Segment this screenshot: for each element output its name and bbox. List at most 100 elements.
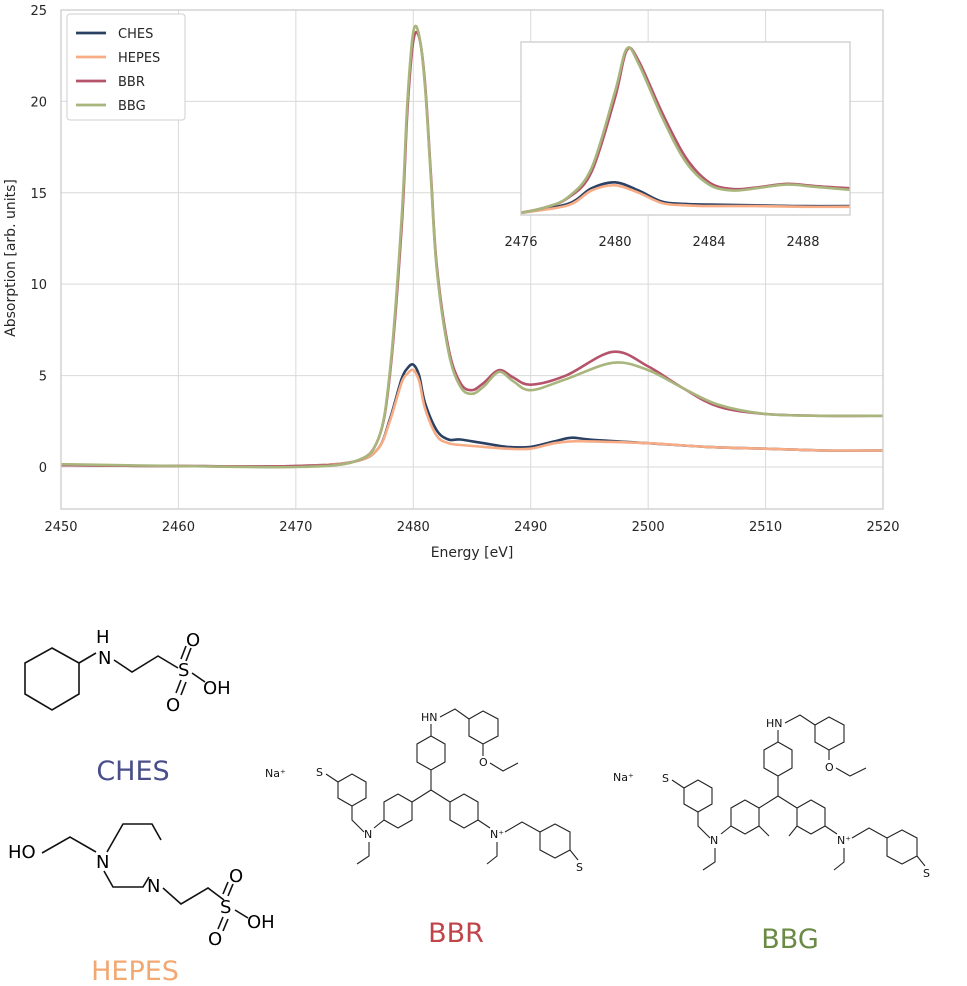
hepes-chain — [41, 836, 97, 854]
bbg-ring-ether — [814, 716, 845, 751]
inset-plot-area — [521, 42, 850, 215]
hepes-bond — [222, 918, 229, 932]
y-tick-label: 15 — [30, 187, 47, 202]
inset-x-tick-label: 2488 — [786, 235, 819, 250]
ches-chain — [113, 655, 179, 673]
x-tick-label: 2480 — [397, 520, 430, 535]
bbg-ring-top — [763, 741, 793, 777]
bbg-bond — [916, 855, 926, 867]
inset-series-line-bbg — [520, 46, 851, 215]
hepes-atom-s: S — [220, 897, 231, 918]
ches-bond — [191, 672, 206, 683]
bbg-structure: Na⁺ HN O N S N⁺ S BBG — [613, 714, 930, 955]
ches-atom-h: H — [96, 627, 110, 648]
bbr-bond — [373, 819, 385, 829]
bbg-benzyl-right — [851, 827, 888, 839]
x-tick-label: 2490 — [514, 520, 547, 535]
bbr-atom-hn: HN — [421, 711, 438, 724]
bbr-ring-ether — [468, 710, 499, 745]
bbr-bond — [477, 819, 491, 829]
hepes-bond — [234, 909, 249, 919]
bbg-ring-left — [730, 799, 760, 835]
bbg-atom-n-amine: N — [710, 834, 718, 847]
x-tick-label: 2460 — [162, 520, 195, 535]
bbr-bond — [569, 849, 579, 861]
inset-series-line-hepes — [520, 183, 851, 215]
bbr-bond — [325, 773, 339, 783]
bbr-atom-n-plus: N⁺ — [490, 828, 504, 841]
legend-label: BBR — [118, 75, 145, 90]
ches-bond — [180, 681, 187, 696]
ches-atom-o1: O — [186, 630, 200, 651]
bbg-atom-hn: HN — [766, 717, 783, 730]
bbr-atom-n-amine: N — [364, 828, 372, 841]
y-tick-label: 0 — [39, 461, 47, 476]
bbg-methyl-right — [788, 825, 798, 837]
bbg-ring-sulfo-right — [886, 829, 918, 865]
x-tick-label: 2520 — [866, 520, 899, 535]
hepes-chain-2 — [162, 887, 225, 905]
bbr-bond — [430, 789, 451, 803]
inset-x-tick-label: 2484 — [692, 235, 725, 250]
bbr-ring-top — [416, 735, 446, 771]
y-tick-label: 10 — [30, 278, 47, 293]
bbg-ring-right — [796, 799, 826, 835]
legend-box — [66, 13, 186, 121]
bbg-atom-o: O — [825, 761, 834, 774]
bbr-label: BBR — [428, 918, 484, 949]
main-plot-frame — [60, 9, 884, 510]
bbr-ring-sulfo-left — [337, 773, 367, 807]
bbg-atom-n-plus: N⁺ — [837, 834, 851, 847]
ches-bond — [78, 652, 97, 664]
ches-label: CHES — [96, 756, 169, 787]
x-axis-title: Energy [eV] — [431, 545, 514, 561]
y-tick-label: 20 — [30, 95, 47, 110]
bbg-atom-s1: S — [662, 772, 669, 785]
bbr-ring-left — [383, 793, 413, 829]
inset-plot-frame — [520, 41, 851, 216]
bbr-atom-s2: S — [576, 861, 583, 874]
hepes-bond — [156, 840, 161, 872]
series-line-bbg — [60, 24, 884, 469]
inset-x-tick-label: 2476 — [504, 235, 537, 250]
legend: CHES HEPES BBR BBG — [66, 13, 186, 121]
series-line-hepes — [60, 368, 884, 468]
legend-label: CHES — [118, 27, 153, 42]
hepes-bond — [227, 883, 234, 897]
bbr-benzyl-left — [351, 806, 365, 833]
hepes-atom-ho: HO — [8, 842, 36, 863]
bbr-ethyl-left — [356, 842, 370, 865]
bbr-na: Na⁺ — [265, 767, 286, 780]
ches-structure: H N S O O OH CHES — [24, 627, 231, 787]
bbg-ring-sulfo-left — [683, 779, 713, 813]
y-tick-label: 5 — [39, 370, 47, 385]
bbg-label: BBG — [761, 924, 819, 955]
ches-bond — [180, 645, 187, 660]
ches-bond — [175, 679, 182, 694]
bbg-bond — [777, 795, 798, 809]
x-tick-label: 2500 — [632, 520, 665, 535]
bbr-bond — [411, 789, 432, 803]
ches-atom-n: N — [98, 648, 111, 669]
hepes-structure: HO N N S O O OH HEPES — [8, 823, 275, 986]
inset-series-lines — [520, 46, 851, 215]
bbg-chain — [784, 714, 816, 726]
legend-label: HEPES — [118, 51, 160, 66]
bbr-ring-right — [449, 793, 479, 829]
bbr-benzyl-right — [504, 821, 541, 833]
x-tick-label: 2450 — [44, 520, 77, 535]
ches-atom-oh: OH — [203, 678, 231, 699]
bbr-ethyl — [489, 762, 519, 772]
hepes-label: HEPES — [91, 956, 179, 986]
main-y-tick-labels: 0 5 10 15 20 25 — [30, 4, 47, 476]
ches-cyclohexane-ring — [24, 647, 80, 711]
bbg-methyl-left — [758, 825, 770, 837]
bbg-atom-s2: S — [923, 867, 930, 880]
hepes-atom-o2: O — [208, 929, 222, 950]
y-tick-label: 25 — [30, 4, 47, 19]
inset-chart: 2476 2480 2484 2488 — [504, 41, 851, 250]
bbg-bond — [758, 795, 779, 809]
x-tick-label: 2470 — [279, 520, 312, 535]
hepes-ring-bottom — [103, 870, 150, 888]
